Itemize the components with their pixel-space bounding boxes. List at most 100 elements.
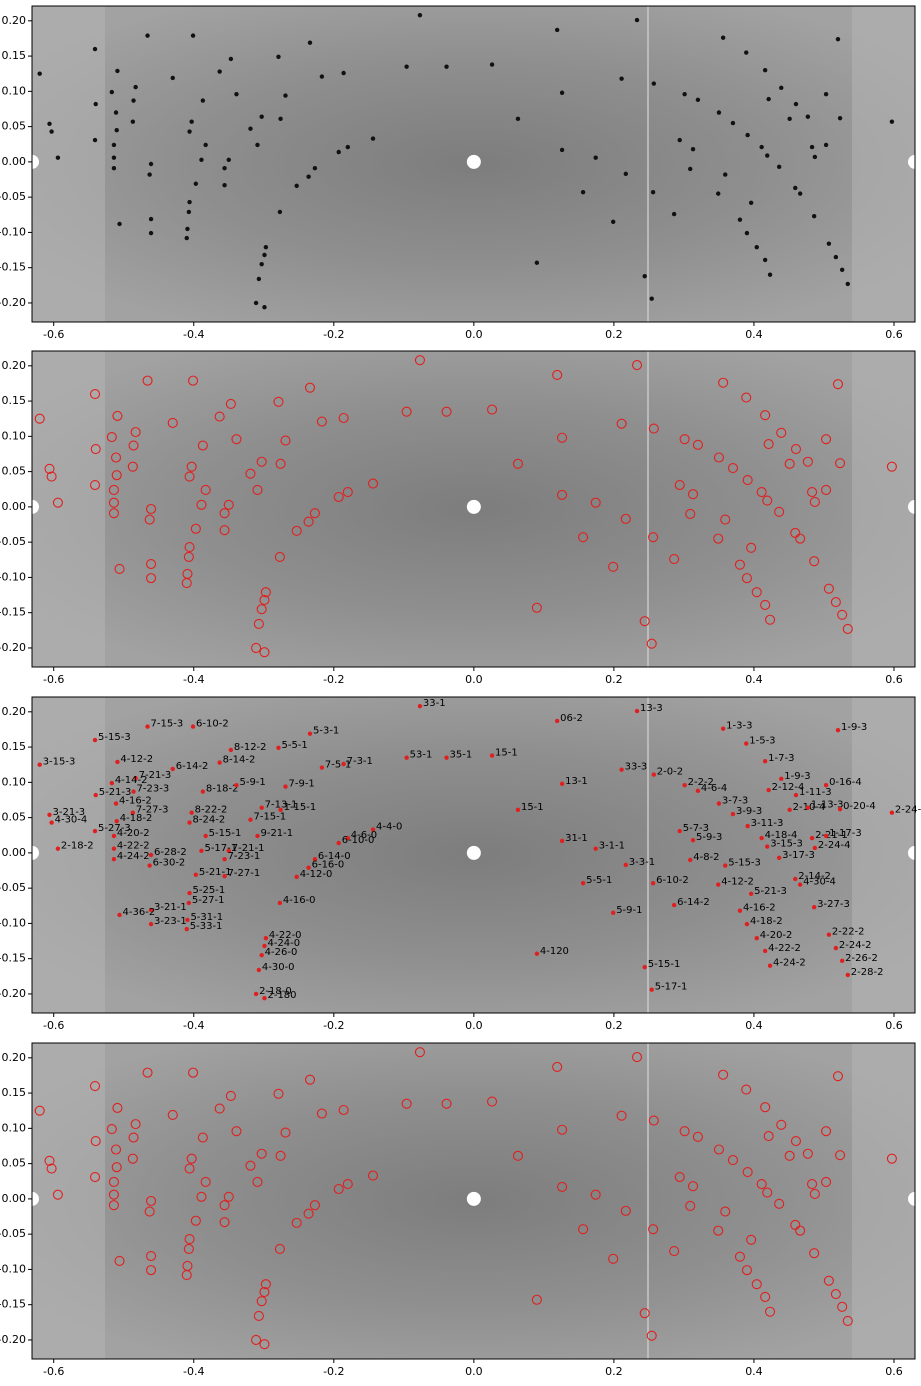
spot: [690, 146, 696, 152]
predicted-spot: [200, 1176, 211, 1188]
spot-label: 4-14-2: [115, 775, 148, 786]
predicted-spot: [763, 439, 774, 450]
spot: [797, 882, 803, 887]
spot: [226, 157, 231, 162]
predicted-spot: [145, 1250, 157, 1262]
spot: [748, 891, 754, 896]
predicted-spot: [46, 471, 57, 482]
spot-label: 2-18-0: [259, 986, 292, 997]
spot: [793, 876, 798, 882]
spot-label: 5-15-3: [98, 732, 131, 743]
spot: [619, 76, 624, 81]
spot: [111, 166, 117, 171]
spot-label: 2-24-2: [839, 940, 872, 951]
predicted-spot: [823, 1275, 834, 1286]
predicted-spot: [196, 1191, 207, 1202]
predicted-spot: [251, 642, 262, 654]
spot-label: 0-20-4: [843, 801, 876, 812]
spot-label: 4-12-0: [300, 869, 333, 880]
x-tick-label: 0.2: [605, 673, 623, 686]
predicted-spot: [751, 587, 762, 598]
predicted-spot: [835, 1150, 846, 1161]
predicted-spot: [762, 1187, 773, 1198]
spot: [762, 758, 768, 764]
predicted-spot: [304, 382, 316, 393]
spot: [759, 835, 764, 841]
y-tick-label: 0.15: [2, 394, 27, 407]
predicted-spot: [756, 1179, 767, 1190]
spot-label: 3-9-3: [736, 806, 762, 817]
y-tick-label: -0.20: [0, 1333, 26, 1346]
spot-label: 9-21-1: [260, 828, 293, 839]
spot: [723, 172, 728, 177]
predicted-spot: [751, 1279, 762, 1290]
spot: [417, 703, 423, 709]
predicted-spot: [401, 406, 412, 417]
spot: [671, 902, 677, 908]
predicted-spot: [713, 1225, 724, 1236]
spot: [682, 782, 687, 788]
predicted-spot: [291, 525, 302, 536]
predicted-spot: [487, 404, 498, 415]
y-tick-label: 0.20: [2, 705, 27, 718]
predicted-spot: [253, 1310, 264, 1322]
spot-label: 4-24-2: [117, 851, 150, 862]
predicted-spot: [46, 1163, 57, 1174]
spot: [671, 211, 677, 217]
detector-edge: [32, 697, 105, 1013]
spot-label: 2-180: [267, 990, 296, 1001]
spot: [754, 936, 759, 941]
spot: [55, 846, 61, 851]
spot: [336, 840, 341, 846]
spot: [534, 951, 540, 956]
spot-label: 4-30-4: [803, 877, 836, 888]
spot: [642, 964, 647, 970]
predicted-spot: [256, 604, 267, 615]
y-tick-label: 0.00: [2, 500, 27, 513]
spot: [610, 219, 616, 225]
spot: [762, 257, 768, 263]
predicted-spot: [616, 1110, 627, 1121]
spot-label: 13-3: [640, 703, 663, 714]
x-tick-label: 0.4: [745, 673, 763, 686]
predicted-spot: [832, 379, 844, 390]
spot-label: 6-14-0: [318, 851, 351, 862]
spot-label: 2-18-2: [61, 841, 94, 852]
spot: [113, 110, 119, 115]
predicted-spot: [790, 443, 802, 455]
spot: [186, 900, 192, 906]
spot: [559, 838, 565, 844]
spot: [634, 708, 640, 714]
spot: [767, 272, 773, 277]
spot-label: 3-21-3: [53, 807, 86, 818]
spot-label: 2-0-2: [657, 767, 683, 778]
predicted-spot: [275, 458, 286, 469]
predicted-spot: [692, 1131, 703, 1142]
spot: [186, 209, 192, 215]
predicted-spot: [760, 599, 771, 610]
predicted-spot: [807, 487, 818, 498]
x-tick-label: -0.2: [323, 1365, 344, 1378]
spot: [779, 776, 784, 782]
y-tick-label: -0.15: [0, 606, 26, 619]
predicted-spot: [52, 497, 63, 508]
predicted-spot: [184, 1163, 195, 1174]
x-tick-label: -0.2: [323, 673, 344, 686]
spot: [690, 837, 696, 843]
spot: [759, 144, 764, 150]
spot: [559, 90, 565, 95]
x-tick-label: 0.4: [745, 328, 763, 341]
spot: [200, 98, 206, 103]
spot-label: 4-12-2: [721, 877, 754, 888]
predicted-spot: [167, 1109, 178, 1120]
predicted-spot: [114, 563, 125, 575]
spot: [294, 183, 299, 189]
y-tick-label: -0.15: [0, 952, 26, 965]
spot: [307, 40, 313, 45]
y-tick-label: 0.20: [2, 1051, 27, 1064]
predicted-spot: [784, 458, 795, 469]
spot-label: 33-1: [423, 698, 446, 709]
predicted-spot: [809, 1188, 820, 1199]
predicted-spot: [837, 1301, 848, 1312]
predicted-spot: [145, 573, 157, 584]
